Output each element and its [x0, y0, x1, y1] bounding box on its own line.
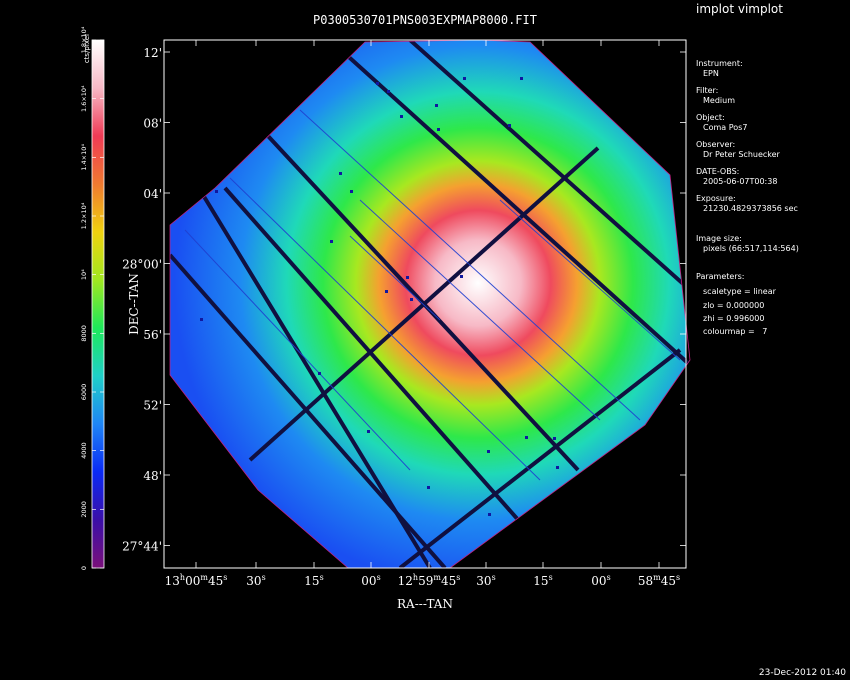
- colorbar: [91, 39, 105, 569]
- bad-pixels: [200, 77, 559, 516]
- bad-pixel: [215, 190, 218, 193]
- image-size-value: pixels (66:517,114:564): [703, 244, 799, 253]
- param-zhi: zhi = 0.996000: [703, 314, 765, 323]
- bad-pixel: [487, 450, 490, 453]
- fov-outline: [169, 39, 691, 569]
- app-title: implot vimplot: [696, 2, 783, 16]
- parameters-label: Parameters:: [696, 272, 745, 281]
- chip-gap: [248, 146, 600, 462]
- colorbar-ticks: 0 2000 4000 6000 8000 10⁴ 1.2×10⁴ 1.4×10⁴ 1.6×10…: [80, 26, 104, 570]
- bad-pixel: [460, 275, 463, 278]
- chip-gap: [328, 40, 690, 367]
- bad-pixel: [488, 513, 491, 516]
- y-tick-label: 56': [143, 328, 162, 342]
- y-axis-label: DEC--TAN: [127, 273, 141, 335]
- bad-pixel: [427, 486, 430, 489]
- column-line: [499, 199, 681, 361]
- column-line: [229, 177, 541, 481]
- bad-pixel: [553, 437, 556, 440]
- y-tick-label: 48': [143, 469, 162, 483]
- chip-gaps: [170, 40, 690, 568]
- frame-ticks: [164, 40, 686, 568]
- exposure-label: Exposure:: [696, 194, 736, 203]
- colorbar-tick-label: 6000: [80, 384, 88, 401]
- x-tick-label: 15s: [533, 573, 552, 588]
- bad-pixel: [435, 104, 438, 107]
- x-tick-label: 13h00m45s: [165, 573, 228, 588]
- param-zlo: zlo = 0.000000: [703, 301, 765, 310]
- bad-pixel: [400, 115, 403, 118]
- chip-gap: [398, 348, 682, 568]
- column-line: [299, 109, 641, 421]
- chart-title: P0300530701PNS003EXPMAP8000.FIT: [313, 13, 537, 27]
- chip-gap: [198, 188, 432, 568]
- bad-pixel: [376, 82, 379, 85]
- date-value: 2005-06-07T00:38: [703, 177, 778, 186]
- y-tick-label: 04': [143, 187, 162, 201]
- bad-pixel: [520, 77, 523, 80]
- colorbar-tick-label: 2000: [80, 501, 88, 518]
- instrument-value: EPN: [703, 69, 719, 78]
- x-tick-label: 12h59m45s: [398, 573, 461, 588]
- image-size-label: Image size:: [696, 234, 742, 243]
- plot-frame: [163, 39, 687, 569]
- timestamp: 23-Dec-2012 01:40: [758, 668, 846, 678]
- y-tick-label: 27°44': [122, 540, 162, 554]
- param-colourmap: colourmap = 7: [703, 327, 768, 336]
- bad-pixel: [387, 90, 390, 93]
- x-tick-label: 30s: [476, 573, 495, 588]
- chip-gap: [223, 186, 522, 524]
- filter-value: Medium: [703, 96, 735, 105]
- colorbar-tick-label: 1.8×10⁴: [80, 26, 88, 53]
- x-tick-label: 00s: [361, 573, 380, 588]
- bad-pixel: [525, 436, 528, 439]
- y-tick-label: 52': [143, 399, 162, 413]
- param-scaletype: scaletype = linear: [703, 287, 776, 296]
- x-tick-labels: 13h00m45s 30s 15s 00s 12h59m45s 30s 15s 00s 58m4…: [165, 573, 680, 588]
- colorbar-tick-label: 4000: [80, 442, 88, 459]
- bad-pixel: [410, 298, 413, 301]
- colorbar-tick-label: 1.6×10⁴: [80, 85, 88, 112]
- observer-value: Dr Peter Schuecker: [703, 150, 780, 159]
- y-tick-labels: 12' 08' 04' 28°00' 56' 52' 48' 27°44': [122, 46, 162, 554]
- bad-pixel: [318, 372, 321, 375]
- date-label: DATE-OBS:: [696, 167, 740, 176]
- colorbar-tick-label: 1.4×10⁴: [80, 144, 88, 171]
- bad-pixel: [385, 290, 388, 293]
- bad-pixel: [350, 190, 353, 193]
- x-tick-label: 15s: [304, 573, 323, 588]
- x-tick-label: 00s: [591, 573, 610, 588]
- x-tick-label: 58m45s: [638, 573, 680, 588]
- object-value: Coma Pos7: [703, 123, 748, 132]
- y-tick-label: 28°00': [122, 258, 162, 272]
- chip-gap: [408, 40, 690, 292]
- x-axis-label: RA---TAN: [397, 597, 453, 611]
- y-tick-label: 08': [143, 117, 162, 131]
- column-line: [359, 199, 601, 421]
- observer-label: Observer:: [696, 140, 736, 149]
- bad-pixel: [406, 276, 409, 279]
- colorbar-tick-label: 8000: [80, 325, 88, 342]
- bad-pixel: [367, 430, 370, 433]
- object-label: Object:: [696, 113, 725, 122]
- bad-pixel: [556, 466, 559, 469]
- colorbar-tick-label: 1.2×10⁴: [80, 202, 88, 229]
- bad-pixel: [437, 128, 440, 131]
- y-tick-label: 12': [143, 46, 162, 60]
- exposure-value: 21230.4829373856 sec: [703, 204, 798, 213]
- column-line: [184, 229, 411, 471]
- column-line: [349, 235, 441, 321]
- filter-label: Filter:: [696, 86, 719, 95]
- bad-pixel: [463, 77, 466, 80]
- x-tick-label: 30s: [246, 573, 265, 588]
- instrument-label: Instrument:: [696, 59, 743, 68]
- bad-pixel: [330, 240, 333, 243]
- colorbar-tick-label: 10⁴: [80, 269, 88, 280]
- colorbar-tick-label: 0: [80, 566, 88, 570]
- bad-pixel: [508, 124, 511, 127]
- colorbar-label: cts/pixel: [83, 34, 91, 63]
- bad-pixel: [339, 172, 342, 175]
- bad-pixel: [200, 318, 203, 321]
